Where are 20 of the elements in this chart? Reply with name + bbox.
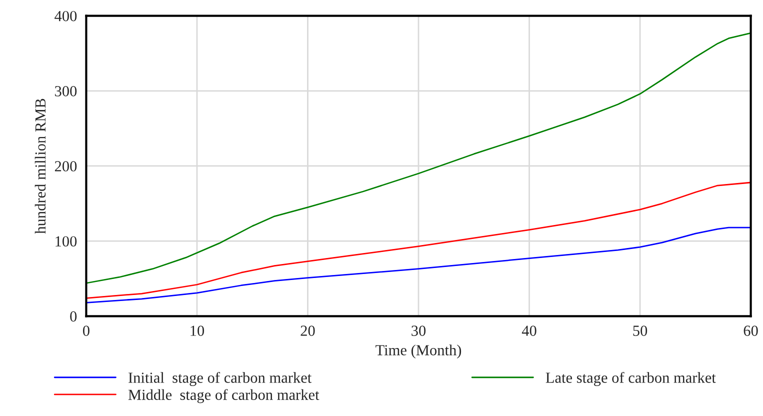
x-tick-label: 0 <box>82 326 90 336</box>
line-series <box>86 182 751 299</box>
x-tick-label: 10 <box>190 326 204 336</box>
y-tick-label: 0 <box>70 311 77 322</box>
x-tick-label: 60 <box>744 326 758 336</box>
y-tick-label: 100 <box>56 236 77 247</box>
x-tick-label: 50 <box>633 326 648 336</box>
y-tick-label: 200 <box>54 161 77 172</box>
y-axis-title: hundred million RMB <box>34 98 46 234</box>
x-tick-label: 20 <box>300 326 315 336</box>
line-series <box>86 32 751 284</box>
legend-label: Late stage of carbon market <box>546 372 716 386</box>
x-tick-label: 40 <box>522 326 536 336</box>
x-axis-title: Time (Month) <box>376 344 462 358</box>
y-tick-label: 400 <box>54 10 77 22</box>
x-tick-label: 30 <box>412 326 426 336</box>
legend-label: Initial stage of carbon market <box>128 372 312 386</box>
line-series <box>86 226 751 304</box>
legend-label: Middle stage of carbon market <box>128 389 320 404</box>
y-tick-label: 300 <box>55 86 77 96</box>
